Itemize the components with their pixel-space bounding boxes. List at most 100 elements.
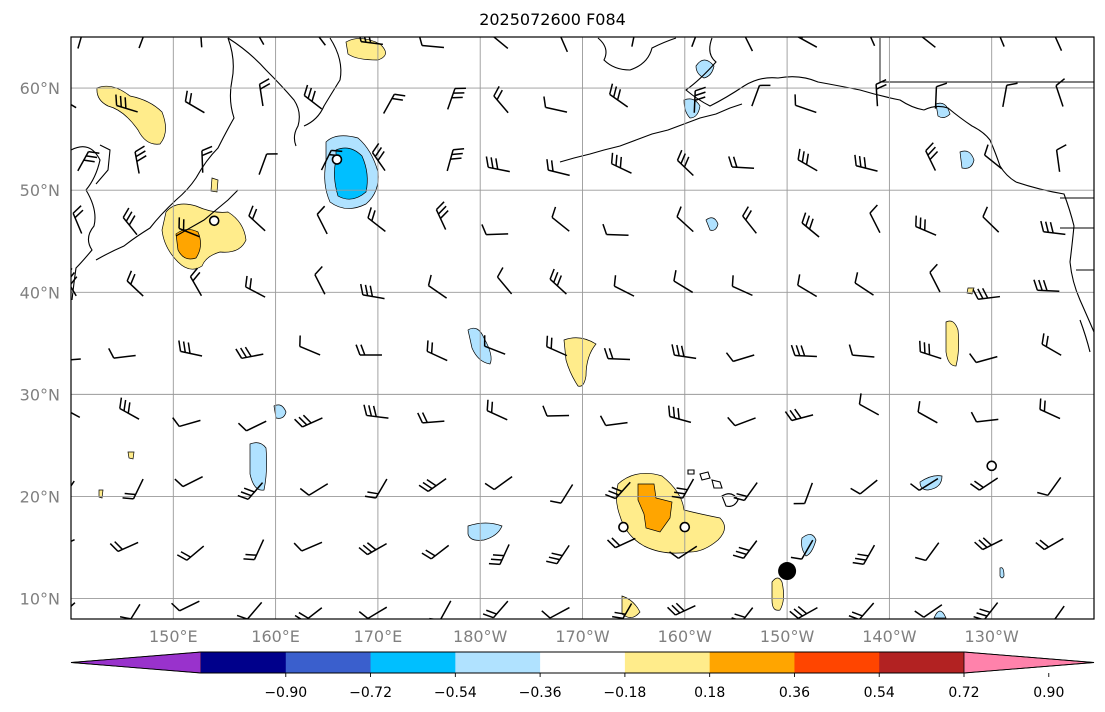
- wind-barb: [1037, 477, 1062, 497]
- wind-barb: [969, 353, 998, 364]
- coastline-kamchatka: [95, 37, 235, 261]
- wind-barb: [171, 600, 200, 612]
- wind-barb: [358, 606, 388, 619]
- wind-barb: [235, 346, 264, 360]
- wind-barb: [733, 482, 758, 502]
- wind-barb: [667, 405, 692, 424]
- contour-positive: [563, 337, 597, 387]
- colorbar-extend-min: [70, 651, 202, 674]
- wind-barb: [367, 207, 386, 232]
- wind-barb: [784, 408, 814, 422]
- wind-barb: [486, 399, 508, 421]
- wind-barb: [109, 541, 139, 553]
- wind-barb: [915, 215, 937, 236]
- wind-barb: [546, 544, 570, 565]
- wind-barb: [610, 152, 632, 174]
- lat-tick-label: 10°N: [20, 590, 60, 609]
- coastline-chukotka: [303, 37, 342, 127]
- contour-negative: [935, 102, 951, 118]
- contour-positive: [127, 451, 135, 460]
- open-circle-marker: [986, 460, 998, 472]
- wind-barb: [731, 607, 754, 619]
- contour-positive: [98, 489, 104, 499]
- wind-barb: [318, 37, 326, 46]
- wind-barb: [421, 544, 450, 560]
- wind-barb: [546, 335, 568, 357]
- wind-barb: [417, 412, 445, 424]
- wind-barb: [983, 144, 1003, 170]
- wind-barb: [1040, 220, 1066, 236]
- contour-negative: [683, 98, 701, 119]
- lat-tick-label: 50°N: [20, 181, 60, 200]
- wind-barb: [258, 153, 278, 175]
- wind-barb: [485, 156, 510, 173]
- wind-barb: [854, 154, 878, 172]
- wind-barb: [671, 478, 695, 499]
- wind-barb: [725, 352, 755, 363]
- wind-barb: [852, 544, 876, 566]
- wind-barb: [294, 607, 323, 619]
- wind-barb: [974, 537, 1003, 551]
- longitude-labels: 150°E 160°E 170°E 180°W 170°W 160°W 150°W 140°W…: [149, 627, 1019, 646]
- contour-positive: [210, 177, 219, 193]
- latitude-labels: 10°N 20°N 30°N 40°N 50°N 60°N: [20, 79, 60, 609]
- colorbar-segment: [285, 652, 372, 673]
- wind-barb: [919, 340, 942, 360]
- wind-barb: [848, 344, 875, 358]
- wind-barb: [549, 268, 567, 295]
- wind-barb: [237, 420, 267, 432]
- lat-tick-label: 60°N: [20, 79, 60, 98]
- lon-tick-label: 140°W: [862, 627, 917, 646]
- coastline-hawaii: [711, 479, 723, 489]
- lon-tick-label: 170°W: [555, 627, 610, 646]
- wind-barb: [970, 477, 999, 491]
- coastline-hawaii: [699, 471, 711, 481]
- wind-barb: [732, 540, 758, 559]
- wind-barb: [751, 84, 771, 107]
- wind-barb: [243, 539, 265, 561]
- wind-barb: [119, 603, 141, 619]
- wind-barb: [797, 148, 818, 172]
- wind-barb: [794, 94, 817, 114]
- lat-tick-label: 20°N: [20, 487, 60, 506]
- wind-barb: [693, 86, 706, 113]
- wind-barb: [612, 603, 633, 619]
- colorbar-segment: [201, 652, 287, 673]
- wind-barb: [316, 205, 328, 235]
- contour-shading: [96, 38, 1005, 619]
- wind-barb: [727, 416, 756, 427]
- wind-barb: [671, 344, 697, 360]
- wind-barb: [982, 206, 1000, 233]
- lon-tick-label: 170°E: [354, 627, 403, 646]
- wind-barb: [731, 275, 753, 297]
- wind-barb: [667, 602, 696, 616]
- open-circle-marker: [679, 521, 691, 533]
- coastline-na-west: [1015, 181, 1094, 333]
- wind-barb: [1054, 37, 1063, 52]
- wind-barb: [972, 287, 1001, 300]
- wind-barb: [122, 478, 144, 500]
- wind-barb: [446, 87, 466, 110]
- wind-barb: [910, 477, 939, 491]
- lat-tick-label: 30°N: [20, 385, 60, 404]
- wind-barb: [999, 37, 1005, 47]
- wind-barb: [435, 201, 449, 230]
- lon-tick-label: 180°W: [453, 627, 508, 646]
- colorbar-tick-label: −0.18: [603, 685, 646, 701]
- wind-barb: [1039, 398, 1061, 420]
- contour-negative: [467, 522, 503, 541]
- wind-barb: [72, 205, 84, 234]
- wind-barb: [970, 411, 999, 423]
- wind-barb: [429, 600, 452, 619]
- wind-barb: [200, 37, 203, 48]
- wind-barb: [925, 142, 939, 171]
- wind-barb: [293, 541, 323, 552]
- colorbar: −0.90 −0.72 −0.54 −0.36 −0.18 0.18 0.36 0.54 0.7…: [70, 651, 1095, 701]
- wind-barb: [236, 601, 263, 619]
- wind-barb: [108, 348, 136, 359]
- wind-barb: [673, 270, 694, 294]
- wind-barb: [174, 476, 203, 488]
- wind-barb: [869, 204, 881, 234]
- colorbar-tick-label: −0.90: [264, 685, 307, 701]
